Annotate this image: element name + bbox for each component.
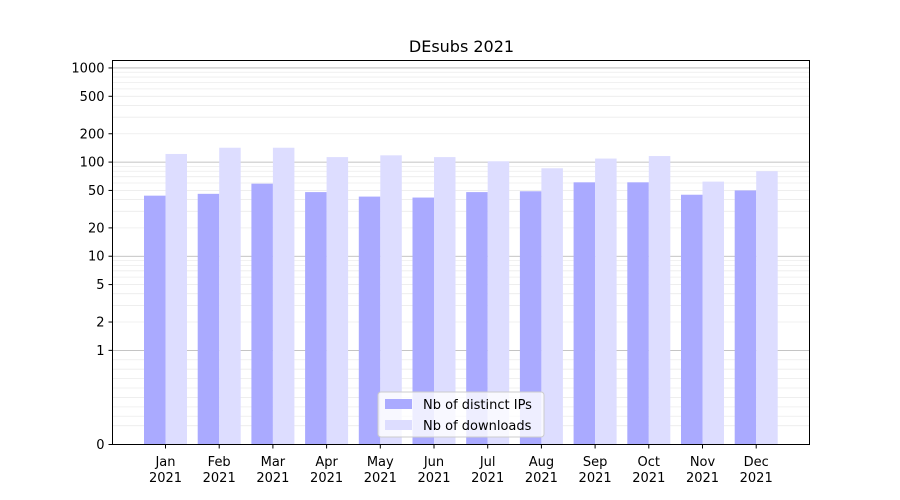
y-axis: 0 1 2 5 10 20 50 100 200 500 1000 [71,61,113,453]
bars [144,147,778,445]
ips-bar [466,192,488,445]
legend: Nb of distinct IPs Nb of downloads [377,391,545,438]
x-tick-label-year: 2021 [364,471,397,486]
ips-bar [144,195,166,445]
ips-bar [251,183,273,445]
ips-bar [305,192,327,445]
x-tick-label: Dec [744,455,769,470]
ips-bar [358,196,381,445]
x-tick-label: Apr [315,455,338,470]
y-tick-label: 2 [96,316,104,331]
downloads-bar [648,156,671,445]
x-tick-label-year: 2021 [740,471,773,486]
x-tick-label: Jul [479,455,496,470]
chart-title: DEsubs 2021 [409,37,514,56]
x-axis: Jan2021Feb2021Mar2021Apr2021May2021Jun20… [149,444,773,486]
ips-bar [681,194,703,445]
downloads-bar [165,153,187,445]
downloads-bar [595,158,617,445]
ips-bar [734,190,757,445]
x-tick-label-year: 2021 [149,471,182,486]
y-tick-label: 5 [96,278,104,293]
x-tick-label-year: 2021 [686,471,719,486]
x-tick-label-year: 2021 [203,471,236,486]
downloads-bar [487,161,510,445]
x-tick-label: Mar [261,455,286,470]
x-tick-label: Oct [638,455,660,470]
downloads-bar [219,147,241,445]
y-tick-label: 20 [88,221,105,236]
legend-label: Nb of downloads [423,419,532,434]
x-tick-label-year: 2021 [632,471,665,486]
y-tick-label: 1 [96,344,104,359]
x-tick-label-year: 2021 [310,471,343,486]
plot-frame [112,60,810,445]
x-tick-label: Jan [154,455,175,470]
x-tick-label: May [367,455,394,470]
downloads-bar [434,157,456,445]
legend-label: Nb of distinct IPs [423,398,532,413]
legend-box [377,391,545,438]
x-tick-label: Nov [690,455,716,470]
downloads-bar [380,155,402,445]
ips-bar [627,182,649,445]
x-tick-label-year: 2021 [256,471,289,486]
y-tick-label: 100 [80,156,105,171]
x-tick-label-year: 2021 [579,471,612,486]
x-tick-label: Sep [583,455,608,470]
x-tick-label: Aug [529,455,554,470]
ips-bar [412,197,434,445]
y-tick-label: 1000 [71,61,104,76]
ips-bar [519,191,542,445]
legend-swatch [385,420,412,430]
x-tick-label: Jun [423,455,444,470]
x-tick-label-year: 2021 [471,471,504,486]
x-tick-label-year: 2021 [525,471,558,486]
downloads-bar [756,171,778,445]
legend-swatch [385,399,412,409]
y-tick-label: 50 [88,184,105,199]
x-tick-label: Feb [208,455,231,470]
y-tick-label: 200 [80,127,105,142]
downloads-bar [702,181,724,445]
ips-bar [197,193,220,445]
downloads-bar [541,168,563,445]
ips-bar [573,182,596,445]
x-tick-label-year: 2021 [417,471,450,486]
downloads-bar [326,157,349,445]
downloads-bar [272,147,295,445]
y-tick-label: 10 [88,250,105,265]
y-tick-label: 0 [96,438,104,453]
y-tick-label: 500 [80,90,105,105]
